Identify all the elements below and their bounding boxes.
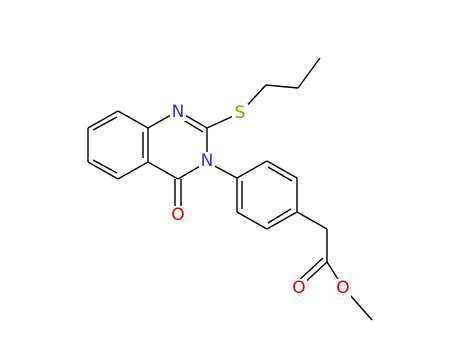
atom-label: O bbox=[292, 278, 305, 298]
atom-label: O bbox=[171, 205, 184, 225]
bonds bbox=[87, 57, 373, 321]
atom-label: N bbox=[172, 102, 185, 122]
atom-labels: N N S O O O bbox=[170, 102, 351, 298]
atom-label: O bbox=[336, 278, 349, 298]
atom-label: S bbox=[235, 103, 246, 123]
atom-label: N bbox=[201, 151, 214, 171]
